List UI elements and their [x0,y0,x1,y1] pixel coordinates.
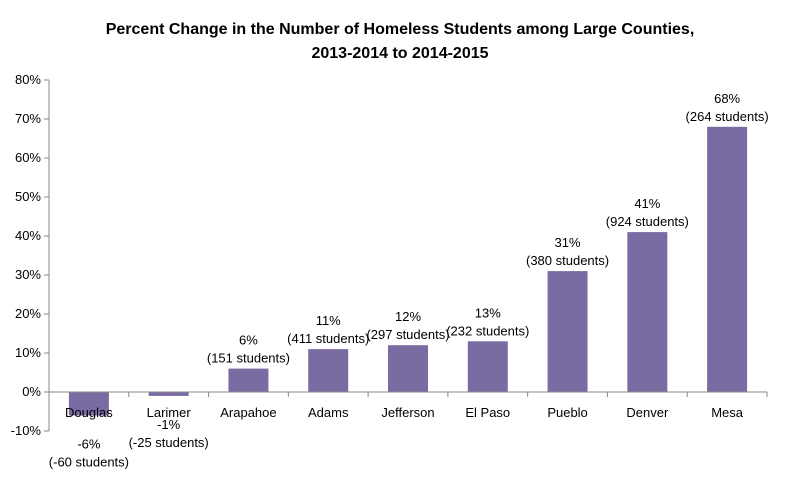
data-label-percent: 41% [634,196,660,211]
bar-el-paso [467,341,508,392]
y-tick-label: 40% [15,228,41,243]
x-category-label: Douglas [65,405,113,420]
data-label-students: (380 students) [526,253,609,268]
data-labels: -6% (-60 students) -1% (-25 students) 6% (151… [49,91,769,470]
y-tick-label: 20% [15,306,41,321]
data-label-students: (-60 students) [49,454,129,469]
y-axis: -10% 0% 10% 20% 30% 40% 50% 60% 70% 80% [11,72,50,438]
y-tick-label: 30% [15,267,41,282]
x-category-label: El Paso [465,405,510,420]
x-category-label: Denver [626,405,669,420]
data-label-students: (-25 students) [129,435,209,450]
bar-denver [627,232,668,392]
x-category-label: Arapahoe [220,405,276,420]
data-label-students: (297 students) [366,327,449,342]
x-axis: Douglas Larimer Arapahoe Adams Jefferson El P… [48,391,768,420]
x-category-label: Adams [308,405,349,420]
y-tick-label: 60% [15,150,41,165]
y-tick-label: -10% [11,423,42,438]
bar-jefferson [388,345,428,392]
y-tick-label: 80% [15,72,41,87]
bar-adams [308,349,349,392]
y-tick-label: 0% [22,384,41,399]
x-category-label: Larimer [147,405,192,420]
bar-larimer [148,392,189,396]
data-label-students: (232 students) [446,323,529,338]
data-label-percent: 11% [316,313,341,328]
data-label-percent: 6% [239,333,258,348]
y-tick-label: 50% [15,189,41,204]
data-label-percent: 12% [395,309,421,324]
data-label-percent: 68% [714,91,740,106]
chart-title-line-1: Percent Change in the Number of Homeless… [105,21,695,38]
data-label-students: (151 students) [207,351,290,366]
x-category-label: Jefferson [381,405,434,420]
data-label-students: (264 students) [686,109,769,124]
chart-title-line-2: 2013-2014 to 2014-2015 [311,45,489,62]
bars [68,126,748,416]
data-label-percent: 31% [555,235,581,250]
y-tick-label: 10% [15,345,41,360]
bar-arapahoe [228,368,269,392]
bar-douglas [68,392,109,416]
bar-mesa [707,126,748,393]
y-tick-label: 70% [15,111,41,126]
bar-pueblo [547,271,588,392]
data-label-percent: 13% [475,305,501,320]
x-category-label: Pueblo [547,405,587,420]
data-label-percent: -6% [77,436,101,451]
data-label-percent: -1% [157,417,181,432]
chart-title: Percent Change in the Number of Homeless… [0,18,800,66]
x-category-label: Mesa [711,405,744,420]
data-label-students: (411 students) [287,331,369,346]
data-label-students: (924 students) [606,214,689,229]
